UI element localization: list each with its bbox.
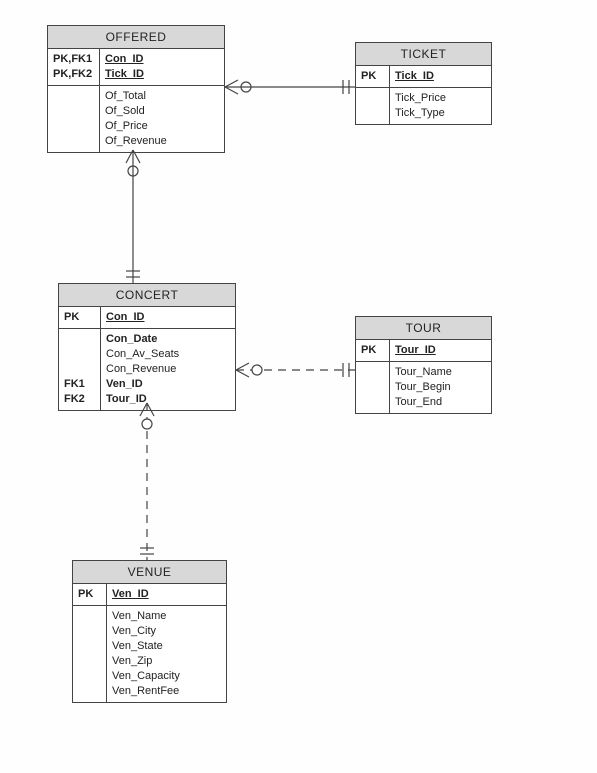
key-label: PK [361,69,384,84]
attr: Tour_Begin [395,380,486,395]
key-label: PK [361,343,384,358]
attr: Ven_Capacity [112,669,221,684]
attr: Con_ID [106,310,230,325]
attr: Tour_End [395,395,486,410]
entity-ticket-title: TICKET [356,43,491,66]
entity-offered-title: OFFERED [48,26,224,49]
entity-ticket: TICKET PK Tick_ID Tick_Price Tick_Type [355,42,492,125]
attr: Con_Date [106,332,230,347]
attr: Of_Revenue [105,134,219,149]
entity-venue-title: VENUE [73,561,226,584]
attr: Of_Price [105,119,219,134]
key-label: PK,FK1 [53,52,94,67]
attr: Ven_ID [112,587,221,602]
attr: Tour_ID [106,392,230,407]
attr: Con_Revenue [106,362,230,377]
attr: Ven_State [112,639,221,654]
entity-concert: CONCERT PK FK1 FK2 Con_ID Co [58,283,236,411]
attr: Tick_ID [395,69,486,84]
key-label: PK [64,310,95,325]
attr: Ven_RentFee [112,684,221,699]
attr: Ven_Zip [112,654,221,669]
entity-tour: TOUR PK Tour_ID Tour_Name Tour_Begin Tou… [355,316,492,414]
entity-tour-title: TOUR [356,317,491,340]
attr: Tick_Price [395,91,486,106]
attr: Tick_Type [395,106,486,121]
key-label: FK1 [64,377,95,392]
key-label: FK2 [64,392,95,407]
entity-venue: VENUE PK Ven_ID Ven_Name Ven_City Ven_St… [72,560,227,703]
attr: Tour_ID [395,343,486,358]
entity-concert-title: CONCERT [59,284,235,307]
attr: Ven_ID [106,377,230,392]
attr: Of_Sold [105,104,219,119]
attr: Ven_City [112,624,221,639]
attr: Ven_Name [112,609,221,624]
key-label: PK,FK2 [53,67,94,82]
entity-offered: OFFERED PK,FK1 PK,FK2 Con_ID Tick_ID Of_… [47,25,225,153]
attr: Tick_ID [105,67,219,82]
attr: Con_ID [105,52,219,67]
key-label: PK [78,587,101,602]
attr: Con_Av_Seats [106,347,230,362]
attr: Tour_Name [395,365,486,380]
attr: Of_Total [105,89,219,104]
